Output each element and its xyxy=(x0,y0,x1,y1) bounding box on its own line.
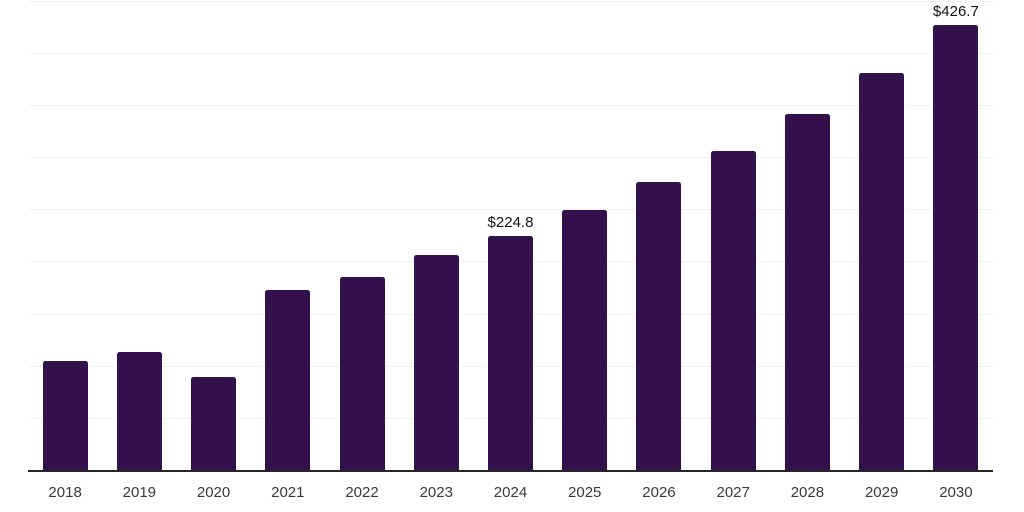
x-tick-2024: 2024 xyxy=(493,484,528,501)
gridline-350 xyxy=(28,105,993,107)
x-tick-2023: 2023 xyxy=(419,484,453,501)
x-tick-2019: 2019 xyxy=(122,484,157,501)
x-tick-2030: 2030 xyxy=(939,484,973,501)
bar-2023 xyxy=(413,255,459,470)
x-tick-2025: 2025 xyxy=(568,484,602,501)
gridline-250 xyxy=(28,209,993,211)
bar-2019 xyxy=(116,352,162,470)
bar-2024 xyxy=(488,235,533,470)
bar-2022 xyxy=(339,277,385,470)
bar-2029 xyxy=(859,72,905,470)
bar-2030 xyxy=(933,25,979,470)
x-tick-2027: 2027 xyxy=(716,484,750,501)
x-tick-2028: 2028 xyxy=(790,484,825,501)
data-label-2024: $224.8 xyxy=(487,213,534,231)
gridline-300 xyxy=(28,157,993,159)
x-tick-2018: 2018 xyxy=(48,484,82,501)
gridline-450 xyxy=(28,0,993,2)
data-label-2030: $426.7 xyxy=(932,3,979,21)
x-axis-line xyxy=(28,470,993,472)
x-tick-2022: 2022 xyxy=(345,484,379,501)
x-tick-2026: 2026 xyxy=(642,484,676,501)
bar-2026 xyxy=(636,182,682,470)
bar-2028 xyxy=(784,114,830,470)
bar-2018 xyxy=(42,361,88,470)
x-tick-2020: 2020 xyxy=(196,484,231,501)
bar-2021 xyxy=(265,289,311,470)
bar-2020 xyxy=(191,377,237,470)
bar-2027 xyxy=(710,150,756,470)
bar-2025 xyxy=(562,210,608,470)
x-tick-2029: 2029 xyxy=(864,484,899,501)
gridline-400 xyxy=(28,52,993,54)
x-tick-2021: 2021 xyxy=(271,484,305,501)
